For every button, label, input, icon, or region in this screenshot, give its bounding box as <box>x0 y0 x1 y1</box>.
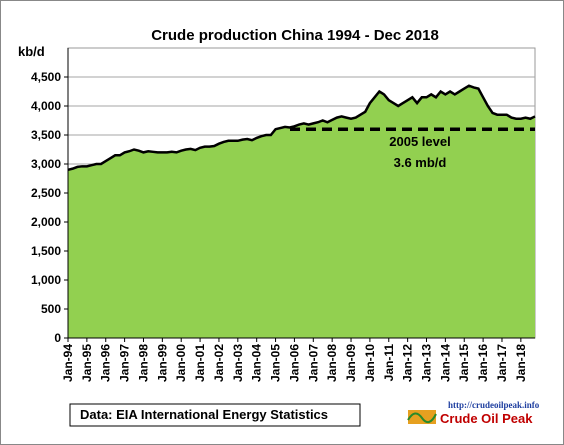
x-tick-label: Jan-17 <box>495 344 509 382</box>
x-tick-label: Jan-97 <box>118 344 132 382</box>
source-box <box>69 403 361 427</box>
y-axis-label: kb/d <box>18 44 45 59</box>
y-tick-label: 3,500 <box>31 128 61 142</box>
x-tick-label: Jan-00 <box>174 344 188 382</box>
annotation: 3.6 mb/d <box>394 155 447 170</box>
logo: http://crudeoilpeak.info Crude Oil Peak <box>407 400 540 426</box>
x-tick-label: Jan-18 <box>514 344 528 382</box>
x-tick-label: Jan-94 <box>61 344 75 382</box>
y-tick-label: 2,500 <box>31 186 61 200</box>
x-tick-label: Jan-10 <box>363 344 377 382</box>
y-tick-label: 1,500 <box>31 244 61 258</box>
chart-title: Crude production China 1994 - Dec 2018 <box>151 27 439 44</box>
y-tick-label: 3,000 <box>31 157 61 171</box>
x-tick-label: Jan-01 <box>193 344 207 382</box>
x-tick-label: Jan-95 <box>80 344 94 382</box>
annotation: 2005 level <box>389 134 450 149</box>
logo-name: Crude Oil Peak <box>440 411 533 426</box>
x-tick-label: Jan-99 <box>155 344 169 382</box>
x-tick-label: Jan-14 <box>438 344 452 382</box>
x-tick-label: Jan-02 <box>212 344 226 382</box>
logo-icon-wave <box>407 412 437 424</box>
x-tick-label: Jan-12 <box>401 344 415 382</box>
logo-url: http://crudeoilpeak.info <box>448 400 540 410</box>
line <box>67 84 536 172</box>
y-tick-label: 4,500 <box>31 70 61 84</box>
x-tick-label: Jan-96 <box>99 344 113 382</box>
x-tick-label: Jan-09 <box>344 344 358 382</box>
x-tick-label: Jan-07 <box>306 344 320 382</box>
y-tick-label: 1,000 <box>31 273 61 287</box>
y-tick-label: 0 <box>54 331 61 345</box>
x-tick-label: Jan-15 <box>457 344 471 382</box>
y-tick-label: 500 <box>41 302 61 316</box>
x-tick-label: Jan-11 <box>382 344 396 382</box>
x-tick-label: Jan-98 <box>136 344 150 382</box>
x-tick-label: Jan-05 <box>269 344 283 382</box>
x-tick-label: Jan-04 <box>250 344 264 382</box>
x-tick-label: Jan-16 <box>476 344 490 382</box>
x-tick-label: Jan-13 <box>420 344 434 382</box>
y-tick-label: 2,000 <box>31 215 61 229</box>
y-tick-label: 4,000 <box>31 99 61 113</box>
x-tick-label: Jan-03 <box>231 344 245 382</box>
source: Data: EIA International Energy Statistic… <box>80 407 328 422</box>
x-tick-label: Jan-08 <box>325 344 339 382</box>
x-tick-label: Jan-06 <box>287 344 301 382</box>
area <box>68 85 535 338</box>
